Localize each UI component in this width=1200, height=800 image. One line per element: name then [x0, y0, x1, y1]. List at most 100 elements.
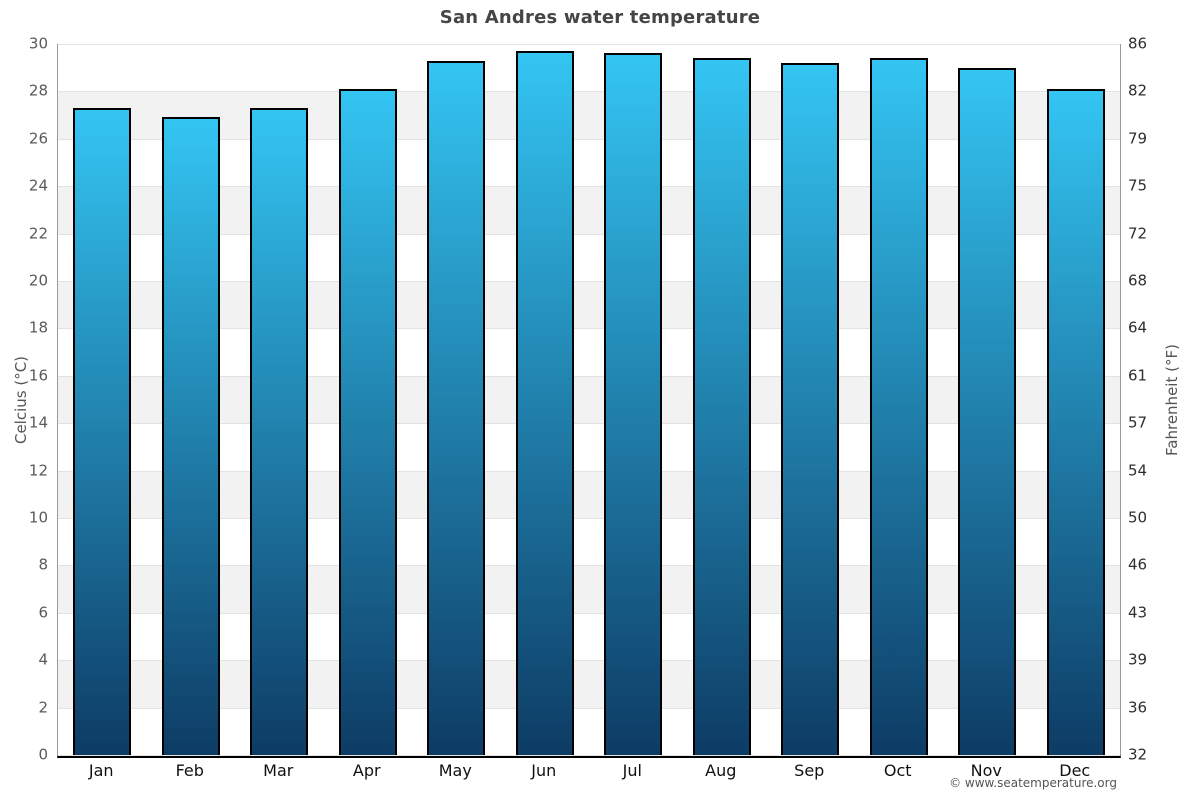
y-tick-fahrenheit: 50 [1128, 508, 1148, 527]
y-tick-celsius: 6 [38, 603, 48, 622]
bar-cell-jun [501, 44, 590, 755]
y-tick-celsius: 2 [38, 698, 48, 717]
bar-cell-mar [235, 44, 324, 755]
plot-band [58, 470, 1120, 518]
x-label-nov: Nov [970, 761, 1002, 780]
gridline [58, 707, 1120, 709]
gridline [58, 660, 1120, 662]
bar-cell-sep [766, 44, 855, 755]
y-tick-celsius: 16 [28, 366, 48, 385]
x-label-jun: Jun [531, 761, 557, 780]
y-tick-fahrenheit: 75 [1128, 176, 1148, 195]
x-label-aug: Aug [705, 761, 737, 780]
bar-cell-jul [589, 44, 678, 755]
gridline [58, 470, 1120, 472]
plot-area [57, 44, 1121, 758]
gridline [58, 565, 1120, 567]
x-label-feb: Feb [175, 761, 204, 780]
bar-jun[interactable] [515, 51, 574, 755]
bar-jul[interactable] [604, 53, 663, 755]
gridline [58, 91, 1120, 93]
y-tick-fahrenheit: 64 [1128, 318, 1148, 337]
gridline [58, 518, 1120, 519]
x-label-apr: Apr [352, 761, 381, 780]
y-tick-celsius: 24 [28, 176, 48, 195]
bar-cell-feb [147, 44, 236, 755]
x-axis-labels: Jan Feb Mar Apr May Jun Jul Aug Sep Oct Nov Dec [57, 761, 1119, 780]
y-tick-celsius: 12 [28, 461, 48, 480]
plot-band [58, 44, 1120, 92]
bar-cell-jan [58, 44, 147, 755]
bar-mar[interactable] [250, 108, 309, 755]
bar-dec[interactable] [1046, 89, 1105, 755]
plot-band [58, 423, 1120, 471]
bar-cell-nov [943, 44, 1032, 755]
y-tick-fahrenheit: 79 [1128, 129, 1148, 148]
y-tick-celsius: 0 [38, 745, 48, 764]
bar-cell-may [412, 44, 501, 755]
x-label-mar: Mar [263, 761, 294, 780]
y-axis-right-title: Fahrenheit (°F) [1163, 344, 1181, 456]
bar-cell-dec [1032, 44, 1121, 755]
y-tick-celsius: 28 [28, 81, 48, 100]
x-label-oct: Oct [883, 761, 912, 780]
y-tick-celsius: 18 [28, 318, 48, 337]
plot-band [58, 328, 1120, 376]
gridline [58, 281, 1120, 282]
y-tick-celsius: 8 [38, 555, 48, 574]
bar-cell-oct [855, 44, 944, 755]
y-tick-fahrenheit: 54 [1128, 461, 1148, 480]
plot-band [58, 612, 1120, 661]
plot-band [58, 707, 1120, 755]
x-label-dec: Dec [1059, 761, 1091, 780]
plot-band [58, 91, 1120, 139]
footer-credit: © www.seatemperature.org [949, 776, 1117, 790]
plot-band [58, 375, 1120, 424]
x-label-jan: Jan [88, 761, 114, 780]
gridline [58, 328, 1120, 330]
chart-title: San Andres water temperature [439, 7, 761, 28]
gridline [58, 138, 1120, 140]
y-tick-fahrenheit: 57 [1128, 413, 1148, 432]
bar-jan[interactable] [73, 108, 132, 755]
x-label-may: May [438, 761, 472, 780]
y-tick-celsius: 14 [28, 413, 48, 432]
gridline [58, 375, 1120, 377]
y-tick-fahrenheit: 82 [1128, 81, 1148, 100]
y-tick-fahrenheit: 68 [1128, 271, 1148, 290]
y-tick-fahrenheit: 72 [1128, 224, 1148, 243]
gridline [58, 612, 1120, 614]
y-tick-fahrenheit: 36 [1128, 698, 1148, 717]
plot-band [58, 138, 1120, 187]
y-tick-celsius: 22 [28, 224, 48, 243]
plot-band [58, 233, 1120, 281]
bar-aug[interactable] [692, 58, 751, 755]
y-tick-fahrenheit: 43 [1128, 603, 1148, 622]
gridline [58, 755, 1120, 756]
bar-may[interactable] [427, 60, 486, 755]
y-axis-left-title: Celcius (°C) [12, 355, 30, 445]
plot-band [58, 186, 1120, 234]
y-tick-celsius: 10 [28, 508, 48, 527]
y-tick-fahrenheit: 39 [1128, 650, 1148, 669]
bar-oct[interactable] [869, 58, 928, 755]
plot-band [58, 565, 1120, 613]
bars-container [58, 44, 1120, 755]
plot-band [58, 660, 1120, 708]
gridline [58, 233, 1120, 235]
y-tick-celsius: 20 [28, 271, 48, 290]
bar-nov[interactable] [958, 67, 1017, 755]
y-tick-fahrenheit: 46 [1128, 555, 1148, 574]
plot-band [58, 518, 1120, 566]
bar-cell-apr [324, 44, 413, 755]
gridline [58, 44, 1120, 45]
bar-feb[interactable] [161, 117, 220, 755]
plot-band [58, 281, 1120, 329]
bar-sep[interactable] [781, 62, 840, 755]
y-tick-celsius: 30 [28, 34, 48, 53]
bar-apr[interactable] [338, 89, 397, 755]
x-label-jul: Jul [622, 761, 642, 780]
bar-cell-aug [678, 44, 767, 755]
y-tick-fahrenheit: 32 [1128, 745, 1148, 764]
